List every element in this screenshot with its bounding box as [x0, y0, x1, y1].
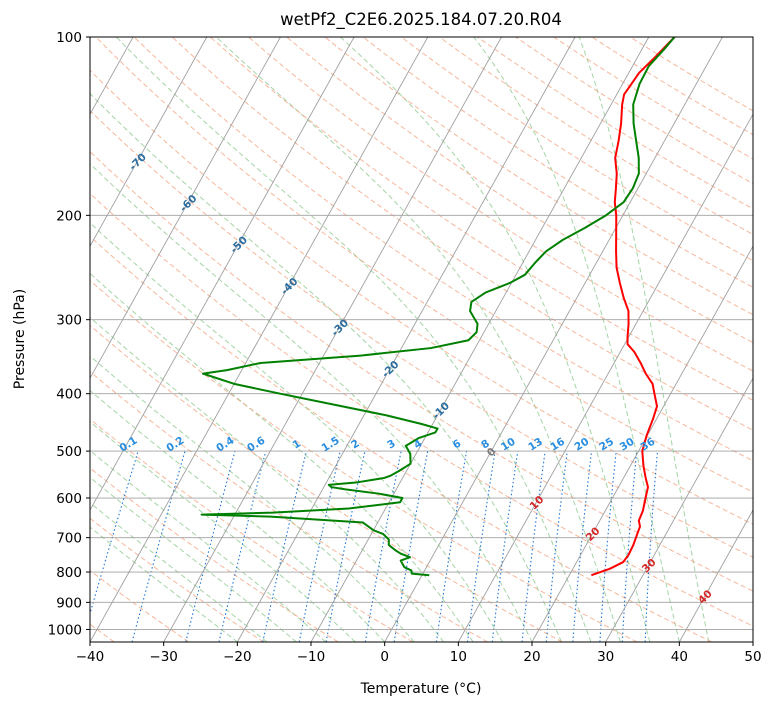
moist-adiabat [90, 272, 474, 642]
y-tick-label: 1000 [48, 622, 82, 638]
dewpoint-line [200, 37, 676, 577]
mixing-ratio-line [262, 450, 307, 642]
moist-adiabat [90, 526, 238, 642]
dry-adiabat [248, 37, 753, 372]
dry-adiabat [90, 370, 488, 642]
x-tick-label: 50 [744, 649, 761, 665]
temperature-line [591, 37, 676, 577]
moist-adiabat [90, 163, 533, 642]
mixing-ratio-line [218, 450, 267, 642]
dry-adiabat [477, 37, 753, 210]
x-tick-label: −40 [76, 649, 105, 665]
isotherm-line [90, 37, 281, 380]
isotherm-line [163, 37, 502, 642]
dry-adiabat [90, 279, 638, 642]
dry-adiabat [133, 37, 753, 462]
x-tick-label: 0 [380, 649, 389, 665]
dry-adiabat [171, 37, 753, 431]
isotherms [90, 37, 753, 642]
dry-adiabat [286, 37, 753, 344]
x-tick-label: −30 [149, 649, 178, 665]
dry-adiabat [90, 109, 753, 558]
moist-adiabat [90, 92, 562, 642]
mixing-ratio-line [131, 450, 186, 642]
chart-title: wetPf2_C2E6.2025.184.07.20.R04 [280, 10, 562, 30]
y-tick-label: 300 [56, 313, 82, 329]
y-tick-label: 200 [56, 208, 82, 224]
isotherm-line [236, 37, 576, 642]
dry-adiabat [90, 324, 563, 642]
y-tick-label: 700 [56, 531, 82, 547]
mixing-ratio-line [364, 450, 402, 642]
dry-adiabat [90, 150, 753, 592]
profile-series [200, 37, 676, 577]
x-axis-label: Temperature (°C) [360, 681, 482, 697]
dry-adiabat [90, 69, 753, 525]
y-axis-label: Pressure (hPa) [12, 289, 28, 389]
moist-adiabat [116, 37, 592, 642]
axes: −40 −30 −20 −10 0 10 20 30 40 50 100 200 300 400 500 60… [48, 30, 762, 665]
mixing-ratio-line [466, 451, 496, 642]
moist-adiabat [340, 37, 651, 642]
y-tick-label: 600 [56, 491, 82, 507]
dry-adiabat [362, 37, 753, 288]
isotherm-line [605, 377, 753, 642]
moist-adiabat [90, 421, 356, 642]
moist-adiabat [473, 37, 680, 642]
mixing-ratio-line [298, 450, 341, 642]
mixing-ratio-line [90, 450, 139, 616]
x-tick-label: 10 [450, 649, 467, 665]
mixing-ratio-lines [90, 450, 659, 642]
y-tick-label: 800 [56, 565, 82, 581]
dry-adiabat [95, 37, 753, 493]
isotherm-line [90, 37, 429, 642]
mixing-ratio-line [185, 450, 236, 642]
mixing-ratio-line [521, 451, 546, 642]
isotherm-line [384, 37, 723, 642]
x-tick-label: 30 [597, 649, 614, 665]
x-tick-label: 20 [523, 649, 540, 665]
mixing-ratio-line [393, 450, 429, 642]
isotherm-line [531, 245, 753, 642]
isotherm-line [310, 37, 650, 642]
plot-frame [89, 36, 754, 643]
dry-adiabat [90, 235, 712, 642]
isotherm-line [678, 509, 753, 642]
moist-adiabat [90, 502, 268, 642]
x-tick-label: −10 [297, 649, 326, 665]
moist-adiabat [215, 37, 621, 642]
y-tick-label: 900 [56, 595, 82, 611]
moist-adiabat [90, 222, 503, 642]
isotherm-line [90, 37, 208, 248]
mixing-ratio-line [491, 451, 519, 642]
mixing-ratio-line [325, 450, 366, 642]
x-tick-label: 40 [671, 649, 688, 665]
moist-adiabat [578, 37, 710, 642]
dry-adiabats [90, 37, 753, 642]
moist-adiabat [90, 476, 297, 642]
y-tick-label: 500 [56, 444, 82, 460]
dry-adiabat [90, 192, 753, 627]
y-tick-label: 100 [56, 30, 82, 46]
isotherm-line [90, 37, 355, 511]
x-tick-label: −20 [223, 649, 252, 665]
mixing-ratio-line [435, 451, 468, 642]
y-tick-label: 400 [56, 387, 82, 403]
moist-adiabat [90, 449, 327, 642]
dry-adiabat [90, 418, 414, 642]
